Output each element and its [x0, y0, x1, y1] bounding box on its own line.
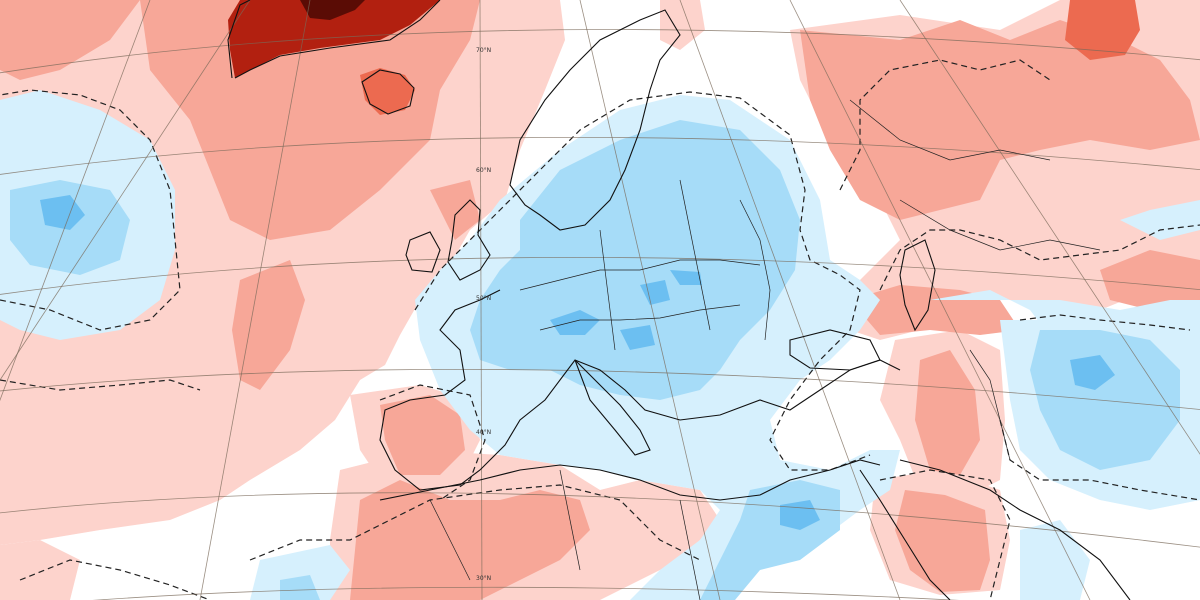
warm-anomaly-extreme — [300, 0, 365, 20]
warm-anomaly-strong — [360, 0, 1140, 115]
coastlines — [227, 0, 1131, 600]
latitude-label-60n: 60°N — [476, 167, 491, 174]
latitude-label-40n: 40°N — [476, 429, 491, 436]
cool-anomaly-strong — [40, 195, 1115, 530]
latitude-labels: 70°N 60°N 50°N 40°N 30°N — [476, 47, 491, 582]
latitude-label-70n: 70°N — [476, 47, 491, 54]
country-borders — [429, 99, 1101, 600]
latitude-label-30n: 30°N — [476, 575, 491, 582]
latitude-label-50n: 50°N — [476, 295, 491, 302]
warm-anomaly-very-strong — [228, 0, 440, 78]
